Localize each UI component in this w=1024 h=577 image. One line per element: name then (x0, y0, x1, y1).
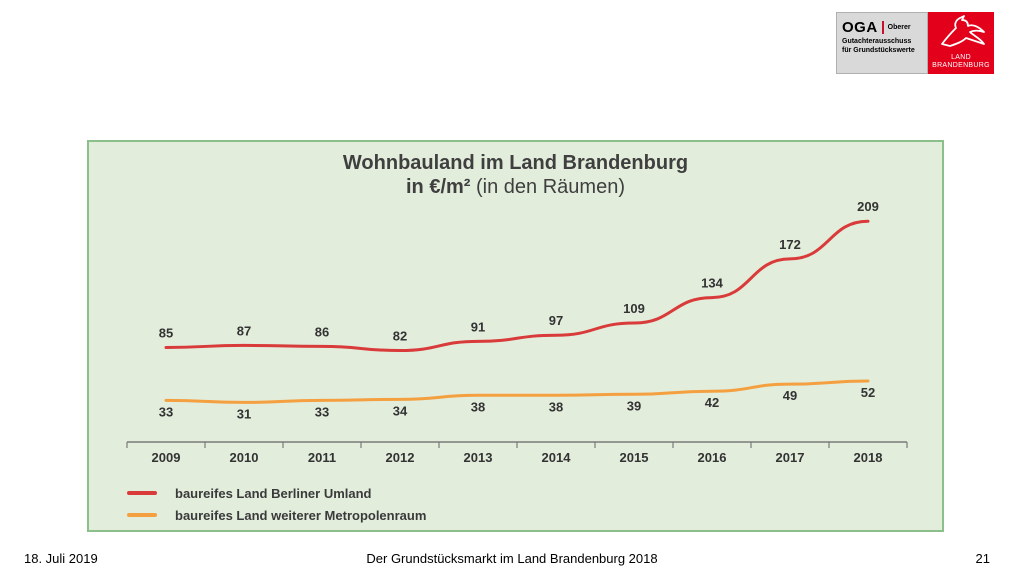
chart-subtitle-rest: (in den Räumen) (470, 176, 625, 198)
data-label: 85 (159, 325, 173, 340)
x-tick-label: 2014 (542, 450, 572, 465)
oga-line-2: Gutachterausschuss (842, 38, 912, 45)
data-label: 82 (393, 329, 407, 344)
data-label: 109 (623, 301, 645, 316)
x-tick-label: 2010 (230, 450, 259, 465)
data-label: 91 (471, 319, 485, 334)
data-label: 33 (315, 404, 329, 419)
data-label: 39 (627, 398, 641, 413)
data-label: 38 (549, 399, 563, 414)
legend-swatch-orange (127, 513, 157, 517)
data-label: 52 (861, 385, 875, 400)
footer-title: Der Grundstücksmarkt im Land Brandenburg… (366, 551, 658, 566)
oga-brandenburg-logo: OGA Oberer Gutachterausschuss für Grunds… (836, 12, 994, 74)
chart-legend: baureifes Land Berliner Umland baureifes… (127, 482, 426, 526)
x-tick-label: 2011 (308, 450, 336, 465)
x-tick-label: 2018 (854, 450, 883, 465)
data-label: 49 (783, 388, 797, 403)
x-tick-label: 2015 (620, 450, 649, 465)
legend-label: baureifes Land Berliner Umland (175, 485, 372, 501)
chart-title: Wohnbauland im Land Brandenburg (342, 152, 689, 174)
data-label: 172 (779, 237, 801, 252)
chart-subtitle-unit: in €/m² (406, 176, 471, 198)
series-line-metropolenraum (164, 379, 870, 404)
data-label: 209 (857, 199, 879, 214)
eagle-icon (941, 15, 985, 47)
x-tick-label: 2013 (464, 450, 493, 465)
land-brandenburg-logo: LAND BRANDENBURG (928, 12, 994, 74)
data-label: 87 (237, 323, 251, 338)
oga-abbreviation: OGA (842, 19, 878, 36)
x-tick-label: 2009 (152, 450, 181, 465)
land-text-line-1: LAND (951, 54, 971, 61)
data-label: 38 (471, 399, 485, 414)
page-number: 21 (975, 551, 990, 566)
legend-item-metropolenraum: baureifes Land weiterer Metropolenraum (127, 504, 426, 526)
oga-logo: OGA Oberer Gutachterausschuss für Grunds… (836, 12, 928, 74)
x-tick-label: 2012 (386, 450, 415, 465)
chart-subtitle: in €/m² (in den Räumen) (89, 176, 942, 198)
oga-divider (881, 21, 884, 34)
data-label: 134 (701, 276, 723, 291)
legend-swatch-red (127, 491, 157, 495)
data-label: 34 (393, 403, 408, 418)
x-tick-label: 2016 (698, 450, 727, 465)
data-label: 33 (159, 404, 173, 419)
footer-date: 18. Juli 2019 (24, 551, 98, 566)
oga-line-3: für Grundstückswerte (842, 47, 915, 54)
data-label: 97 (549, 313, 563, 328)
data-label: 31 (237, 406, 251, 421)
data-label: 86 (315, 324, 329, 339)
chart-panel: Wohnbauland im Land Brandenburg in €/m² … (87, 140, 944, 532)
line-chart: 2009 2010 2011 2012 2013 2014 2015 2016 2017 2018… (126, 199, 908, 465)
data-label: 42 (705, 395, 719, 410)
land-text-line-2: BRANDENBURG (932, 62, 990, 69)
legend-item-berliner-umland: baureifes Land Berliner Umland (127, 482, 426, 504)
oga-word: Oberer (887, 24, 911, 31)
x-tick-label: 2017 (776, 450, 805, 465)
legend-label: baureifes Land weiterer Metropolenraum (175, 507, 427, 523)
series-line-berliner-umland (164, 219, 870, 353)
